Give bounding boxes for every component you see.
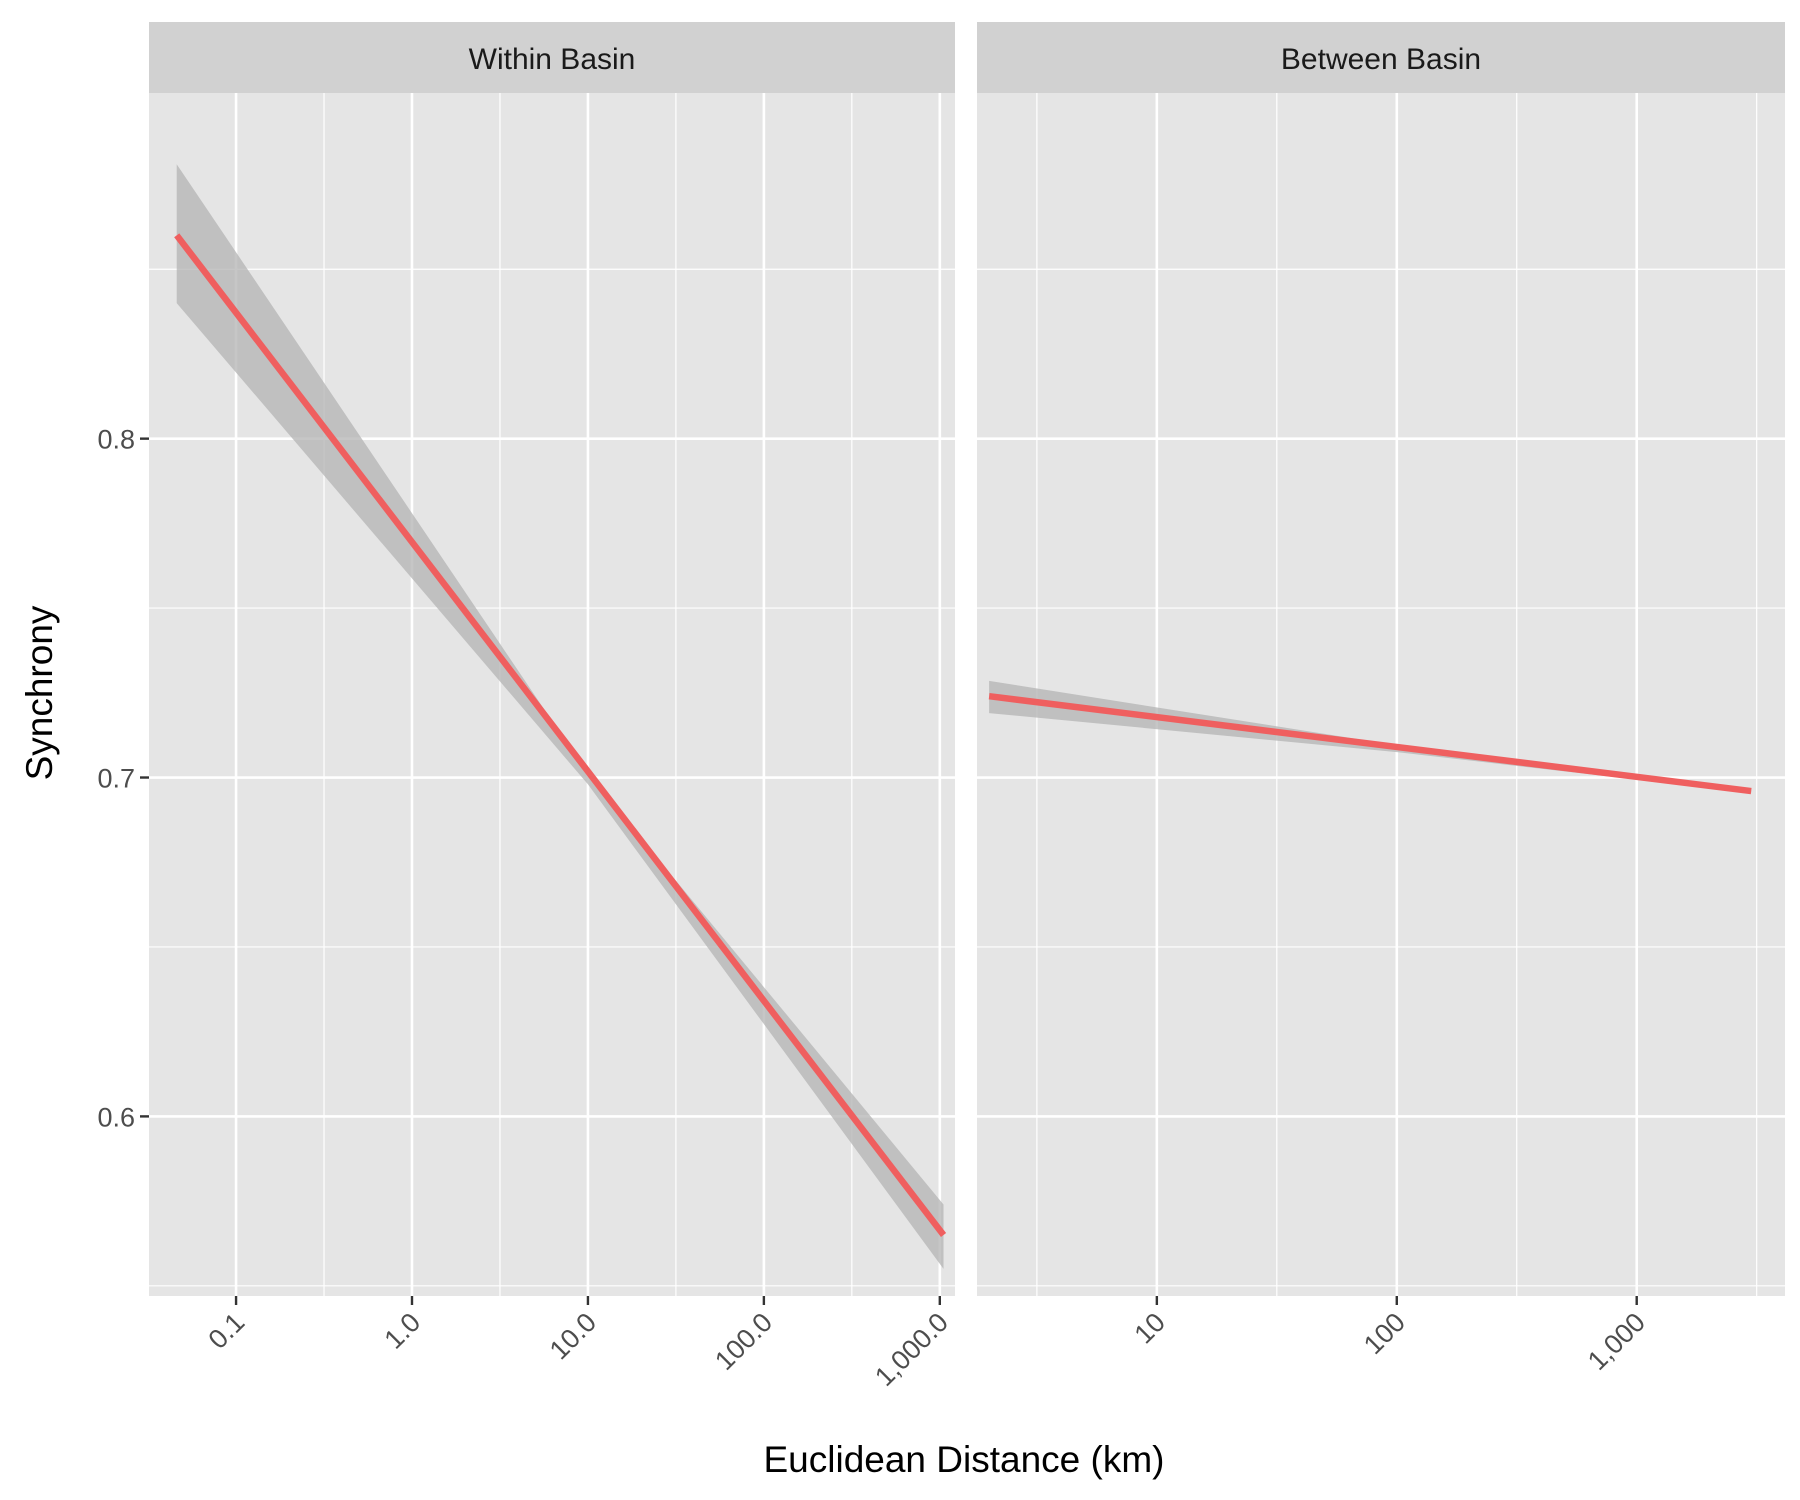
facet-strip [149,22,955,93]
x-tick-label: 10.0 [544,1307,602,1365]
facet-panels: Within Basin 0.1 1.0 10.0 100.0 1,000.0 Betwee… [149,22,1785,1392]
y-tick-label: 0.6 [97,1102,135,1132]
x-tick-label: 0.1 [203,1307,251,1355]
facet-panel-2: Between Basin 10 100 1,000 [977,22,1785,1376]
facet-strip-label: Within Basin [469,43,636,76]
fitted-line [174,233,947,1237]
confidence-ribbon [176,164,944,1269]
fitted-line [988,692,1752,795]
facet-strip-label: Between Basin [1281,43,1481,76]
y-tick-label: 0.8 [97,425,135,455]
y-tick-label: 0.7 [97,764,135,794]
panel-background [977,93,1785,1296]
x-axis-title: Euclidean Distance (km) [764,1439,1165,1480]
facet-strip [977,22,1785,93]
x-tick-label: 100.0 [709,1307,778,1376]
x-tick-label: 1,000.0 [869,1307,954,1392]
y-axis-title: Synchrony [19,605,60,780]
x-tick-label: 1,000 [1582,1307,1651,1376]
x-tick-label: 100 [1358,1307,1411,1360]
facet-panel-1: Within Basin 0.1 1.0 10.0 100.0 1,000.0 [149,22,955,1392]
x-tick-label: 1.0 [378,1307,426,1355]
y-axis: 0.6 0.7 0.8 [97,425,149,1132]
x-tick-label: 10 [1129,1307,1171,1349]
